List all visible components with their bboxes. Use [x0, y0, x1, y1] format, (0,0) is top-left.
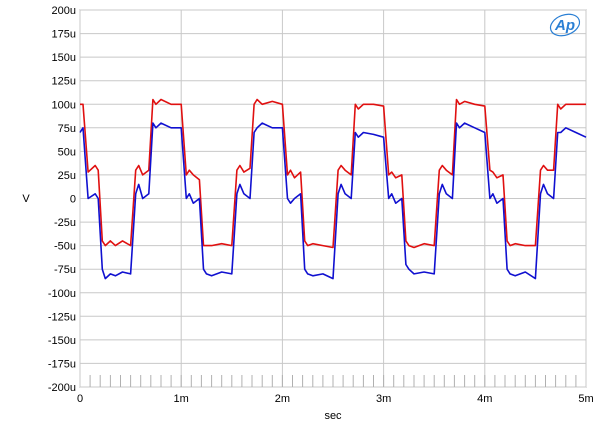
x-tick-label: 0: [77, 393, 83, 405]
y-tick-label: -150u: [48, 335, 76, 347]
y-tick-label: 0: [70, 194, 76, 206]
minor-ticks: [89, 375, 577, 387]
ap-logo-ring: [549, 13, 581, 37]
y-tick-label: -200u: [48, 382, 76, 394]
y-tick-label: 125u: [52, 76, 76, 88]
x-tick-labels: 0 1m 2m 3m 4m 5m: [77, 393, 594, 405]
series-line-1: [80, 98, 586, 249]
ap-logo: Ap: [549, 13, 581, 37]
y-tick-label: -25u: [54, 217, 76, 229]
y-tick-label: -100u: [48, 288, 76, 300]
x-tick-label: 5m: [578, 393, 593, 405]
x-axis-title: sec: [324, 410, 342, 422]
y-tick-label: 50u: [58, 146, 76, 158]
series-lines: [79, 98, 587, 280]
y-tick-labels: 200u 175u 150u 125u 100u 75u 50u 25u 0 -25u -50u -7…: [48, 5, 76, 394]
series-line-2: [79, 122, 587, 280]
y-tick-label: 100u: [52, 99, 76, 111]
y-tick-label: 175u: [52, 29, 76, 41]
x-tick-label: 2m: [275, 393, 290, 405]
y-tick-label: 150u: [52, 52, 76, 64]
y-tick-label: 200u: [52, 5, 76, 17]
y-tick-label: 75u: [58, 123, 76, 135]
y-tick-label: -75u: [54, 264, 76, 276]
y-tick-label: 25u: [58, 170, 76, 182]
y-tick-label: -50u: [54, 241, 76, 253]
x-tick-label: 3m: [376, 393, 391, 405]
y-tick-label: -125u: [48, 311, 76, 323]
y-axis-title: V: [22, 193, 30, 205]
y-tick-label: -175u: [48, 358, 76, 370]
grid-lines: [79, 9, 587, 388]
x-tick-label: 1m: [174, 393, 189, 405]
ap-logo-text: Ap: [554, 17, 575, 34]
x-tick-label: 4m: [477, 393, 492, 405]
